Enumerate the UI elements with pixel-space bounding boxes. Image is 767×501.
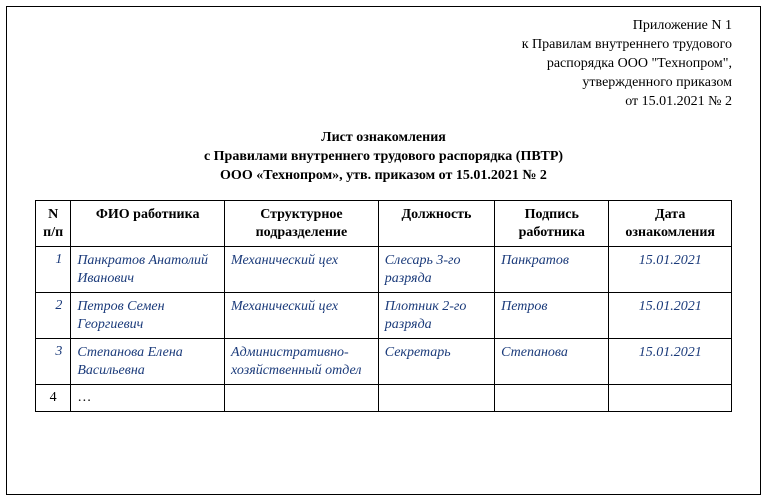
cell-fio: Петров Семен Георгиевич [71, 293, 225, 339]
header-line: Приложение N 1 [35, 17, 732, 36]
cell-date: 15.01.2021 [609, 339, 732, 385]
cell-num: 4 [36, 385, 71, 412]
title-line: ООО «Технопром», утв. приказом от 15.01.… [35, 167, 732, 186]
table-body: 1 Панкратов Анатолий Иванович Механическ… [36, 247, 732, 412]
cell-signature: Петров [495, 293, 609, 339]
cell-position: Секретарь [378, 339, 494, 385]
cell-date: 15.01.2021 [609, 247, 732, 293]
cell-position: Слесарь 3-го разряда [378, 247, 494, 293]
title-line: с Правилами внутреннего трудового распор… [35, 148, 732, 167]
cell-placeholder: … [71, 385, 225, 412]
header-line: к Правилам внутреннего трудового [35, 36, 732, 55]
cell-position: Плотник 2-го разряда [378, 293, 494, 339]
cell-dept: Механический цех [225, 293, 379, 339]
cell-empty [609, 385, 732, 412]
attachment-header: Приложение N 1 к Правилам внутреннего тр… [35, 17, 732, 111]
header-line: утвержденного приказом [35, 74, 732, 93]
table-row: 3 Степанова Елена Васильевна Администрат… [36, 339, 732, 385]
table-row: 1 Панкратов Анатолий Иванович Механическ… [36, 247, 732, 293]
col-header-dept: Структурное подразделение [225, 201, 379, 247]
col-header-date: Дата ознакомления [609, 201, 732, 247]
col-header-fio: ФИО работника [71, 201, 225, 247]
cell-num: 1 [36, 247, 71, 293]
col-header-num: N п/п [36, 201, 71, 247]
cell-empty [378, 385, 494, 412]
cell-signature: Степанова [495, 339, 609, 385]
table-row-empty: 4 … [36, 385, 732, 412]
cell-signature: Панкратов [495, 247, 609, 293]
table-header-row: N п/п ФИО работника Структурное подразде… [36, 201, 732, 247]
document-frame: Приложение N 1 к Правилам внутреннего тр… [6, 6, 761, 495]
cell-num: 2 [36, 293, 71, 339]
cell-fio: Панкратов Анатолий Иванович [71, 247, 225, 293]
cell-dept: Механический цех [225, 247, 379, 293]
col-header-signature: Подпись работника [495, 201, 609, 247]
document-title: Лист ознакомления с Правилами внутреннег… [35, 129, 732, 186]
cell-empty [225, 385, 379, 412]
title-line: Лист ознакомления [35, 129, 732, 148]
table-row: 2 Петров Семен Георгиевич Механический ц… [36, 293, 732, 339]
col-header-position: Должность [378, 201, 494, 247]
header-line: распорядка ООО "Технопром", [35, 55, 732, 74]
cell-empty [495, 385, 609, 412]
cell-fio: Степанова Елена Васильевна [71, 339, 225, 385]
cell-date: 15.01.2021 [609, 293, 732, 339]
cell-num: 3 [36, 339, 71, 385]
cell-dept: Административно-хозяйственный отдел [225, 339, 379, 385]
acknowledgment-table: N п/п ФИО работника Структурное подразде… [35, 200, 732, 412]
header-line: от 15.01.2021 № 2 [35, 93, 732, 112]
